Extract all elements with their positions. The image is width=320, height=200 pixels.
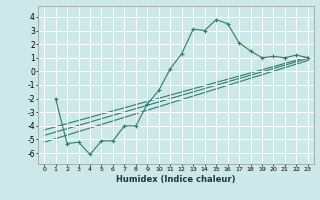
X-axis label: Humidex (Indice chaleur): Humidex (Indice chaleur) — [116, 175, 236, 184]
